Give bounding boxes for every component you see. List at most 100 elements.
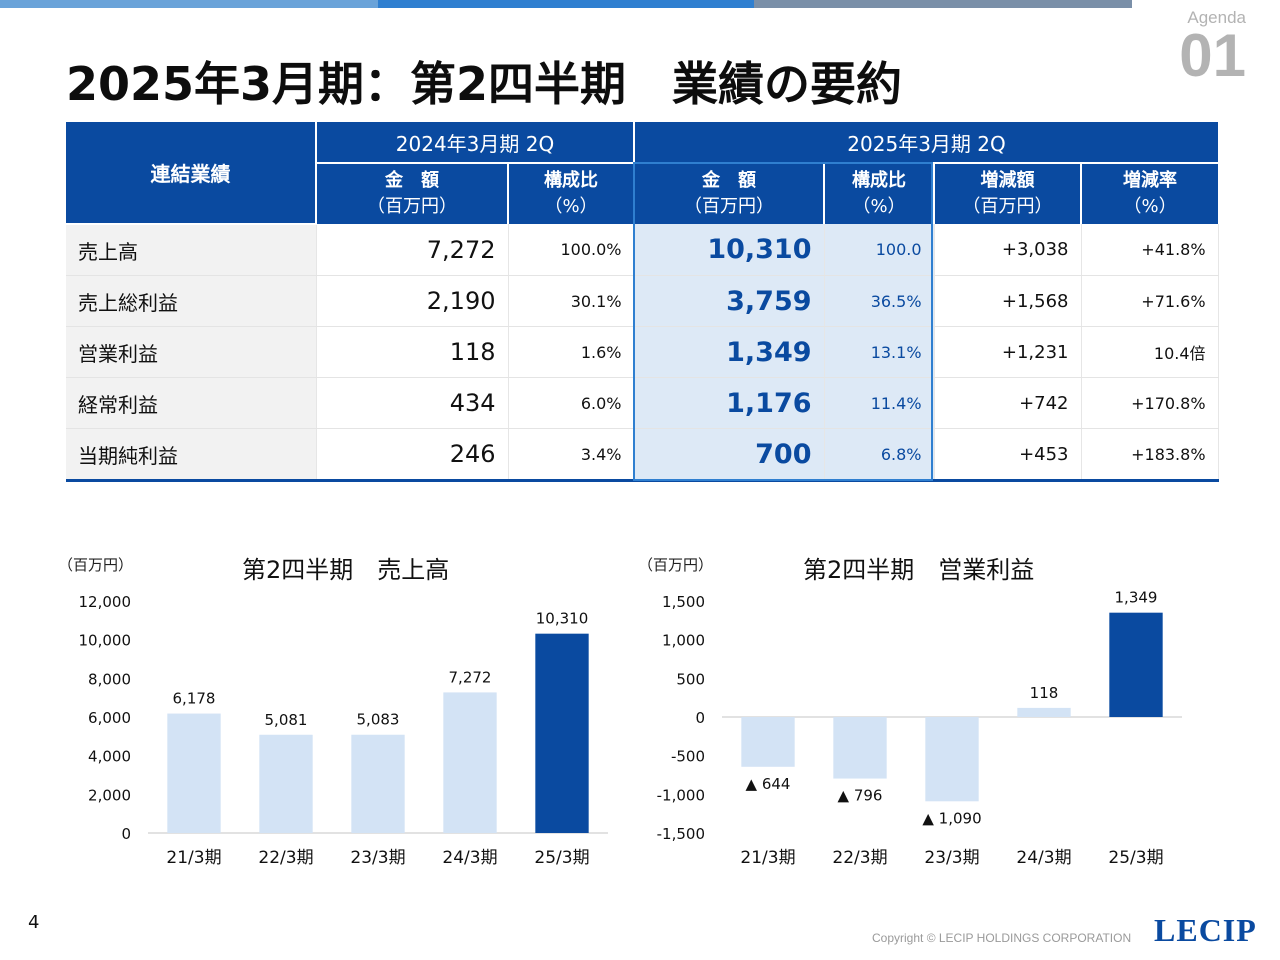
bar xyxy=(351,734,405,833)
prev-ratio-cell: 30.1% xyxy=(508,275,635,327)
accent-segment xyxy=(754,0,1132,8)
bar xyxy=(167,713,221,833)
accent-segment xyxy=(378,0,754,8)
row-label: 営業利益 xyxy=(66,326,317,378)
copyright-text: Copyright © LECIP HOLDINGS CORPORATION xyxy=(872,931,1132,945)
change-cell: +742 xyxy=(934,377,1082,429)
col-rate: 増減率 （%） xyxy=(1081,163,1219,224)
bar xyxy=(925,717,979,802)
data-label: ▲ 1,090 xyxy=(922,809,981,827)
cur-ratio-cell: 6.8% xyxy=(824,428,935,482)
y-tick-label: -500 xyxy=(671,748,705,766)
change-cell: +1,231 xyxy=(934,326,1082,378)
col-unit: （百万円） xyxy=(684,196,775,217)
cur-amount-cell: 3,759 xyxy=(634,275,825,327)
cur-ratio-cell: 13.1% xyxy=(824,326,935,378)
prev-ratio-cell: 1.6% xyxy=(508,326,635,378)
col-cur-ratio: 構成比 （%） xyxy=(824,163,936,224)
op-profit-chart-title: 第2四半期 営業利益 xyxy=(803,556,1035,584)
col-change: 増減額 （百万円） xyxy=(934,163,1083,224)
data-label: 118 xyxy=(1030,684,1059,702)
bar xyxy=(741,717,795,767)
rate-cell: +71.6% xyxy=(1081,275,1219,327)
data-label: 5,081 xyxy=(265,711,308,729)
cur-amount-cell: 10,310 xyxy=(634,224,825,276)
col-unit: （百万円） xyxy=(962,196,1053,217)
category-label: 23/3期 xyxy=(924,848,979,868)
bar xyxy=(1109,612,1163,717)
y-tick-label: 1,500 xyxy=(662,593,705,611)
col-label: 構成比 xyxy=(852,170,907,191)
category-label: 25/3期 xyxy=(534,848,589,868)
table-row: 売上総利益 2,190 30.1% 3,759 36.5% +1,568 +71… xyxy=(66,275,1219,327)
y-tick-label: -1,500 xyxy=(657,825,705,843)
prev-ratio-cell: 6.0% xyxy=(508,377,635,429)
col-unit: （%） xyxy=(1123,196,1177,217)
y-tick-label: 8,000 xyxy=(88,670,131,688)
prev-ratio-cell: 100.0% xyxy=(508,224,635,276)
data-label: ▲ 644 xyxy=(746,775,791,793)
sales-chart: 0 2,000 4,000 6,000 8,000 10,000 12,000 6,178 21… xyxy=(0,540,620,880)
lecip-logo: LECIP xyxy=(1154,912,1257,948)
sales-chart-title: 第2四半期 売上高 xyxy=(242,556,450,584)
y-tick-label: 500 xyxy=(676,670,705,688)
cur-period-header: 2025年3月期 2Q xyxy=(634,122,1219,164)
row-label: 経常利益 xyxy=(66,377,317,429)
cur-amount-cell: 1,176 xyxy=(634,377,825,429)
results-summary-table: 連結業績 2024年3月期 2Q 2025年3月期 2Q 金 額 （百万円） 構成… xyxy=(66,122,1219,482)
col-prev-ratio: 構成比 （%） xyxy=(508,163,636,224)
prev-amount-cell: 2,190 xyxy=(316,275,509,327)
y-tick-label: 4,000 xyxy=(88,748,131,766)
bar xyxy=(535,633,589,833)
bar xyxy=(259,734,313,833)
category-label: 24/3期 xyxy=(1016,848,1071,868)
data-label: 7,272 xyxy=(449,668,492,686)
prev-ratio-cell: 3.4% xyxy=(508,428,635,482)
prev-amount-cell: 7,272 xyxy=(316,224,509,276)
y-tick-label: 0 xyxy=(695,709,705,727)
col-prev-amount: 金 額 （百万円） xyxy=(316,163,509,224)
accent-segment xyxy=(0,0,378,8)
op-profit-chart: -1,500 -1,000 -500 0 500 1,000 1,500 ▲ 644 21/3期… xyxy=(620,540,1260,880)
agenda-number: 01 xyxy=(1179,22,1246,89)
y-tick-label: 2,000 xyxy=(88,786,131,804)
change-cell: +1,568 xyxy=(934,275,1082,327)
data-label: 6,178 xyxy=(173,690,216,708)
category-label: 22/3期 xyxy=(258,848,313,868)
col-label: 構成比 xyxy=(544,170,598,191)
prev-amount-cell: 118 xyxy=(316,326,509,378)
category-label: 21/3期 xyxy=(166,848,221,868)
sales-chart-svg: 0 2,000 4,000 6,000 8,000 10,000 12,000 6,178 21… xyxy=(79,593,608,868)
col-unit: （%） xyxy=(852,196,906,217)
table-row: 当期純利益 246 3.4% 700 6.8% +453 +183.8% xyxy=(66,428,1219,482)
col-unit: （%） xyxy=(544,196,598,217)
chart-unit-label: （百万円） xyxy=(638,556,714,574)
category-label: 24/3期 xyxy=(442,848,497,868)
bar xyxy=(443,692,497,833)
category-label: 25/3期 xyxy=(1108,848,1163,868)
chart-unit-label: （百万円） xyxy=(58,556,134,574)
col-cur-amount: 金 額 （百万円） xyxy=(634,163,826,224)
rate-cell: +170.8% xyxy=(1081,377,1219,429)
table-corner-header: 連結業績 xyxy=(66,122,317,225)
table-row: 経常利益 434 6.0% 1,176 11.4% +742 +170.8% xyxy=(66,377,1219,429)
change-cell: +3,038 xyxy=(934,224,1082,276)
category-label: 21/3期 xyxy=(740,848,795,868)
prev-amount-cell: 434 xyxy=(316,377,509,429)
cur-ratio-cell: 100.0 xyxy=(824,224,935,276)
col-label: 増減率 xyxy=(1123,170,1178,191)
data-label: 5,083 xyxy=(357,711,400,729)
agenda-label: Agenda xyxy=(1187,8,1246,27)
agenda-marker: Agenda 01 xyxy=(1179,8,1246,89)
row-label: 売上高 xyxy=(66,224,317,276)
prev-period-header: 2024年3月期 2Q xyxy=(316,122,636,164)
col-label: 金 額 xyxy=(385,170,439,191)
table-row: 営業利益 118 1.6% 1,349 13.1% +1,231 10.4倍 xyxy=(66,326,1219,378)
category-label: 22/3期 xyxy=(832,848,887,868)
change-cell: +453 xyxy=(934,428,1082,482)
op-profit-chart-svg: -1,500 -1,000 -500 0 500 1,000 1,500 ▲ 644 21/3期… xyxy=(657,589,1182,868)
cur-ratio-cell: 11.4% xyxy=(824,377,935,429)
rate-cell: +41.8% xyxy=(1081,224,1219,276)
cur-ratio-cell: 36.5% xyxy=(824,275,935,327)
page-number: 4 xyxy=(28,912,40,933)
